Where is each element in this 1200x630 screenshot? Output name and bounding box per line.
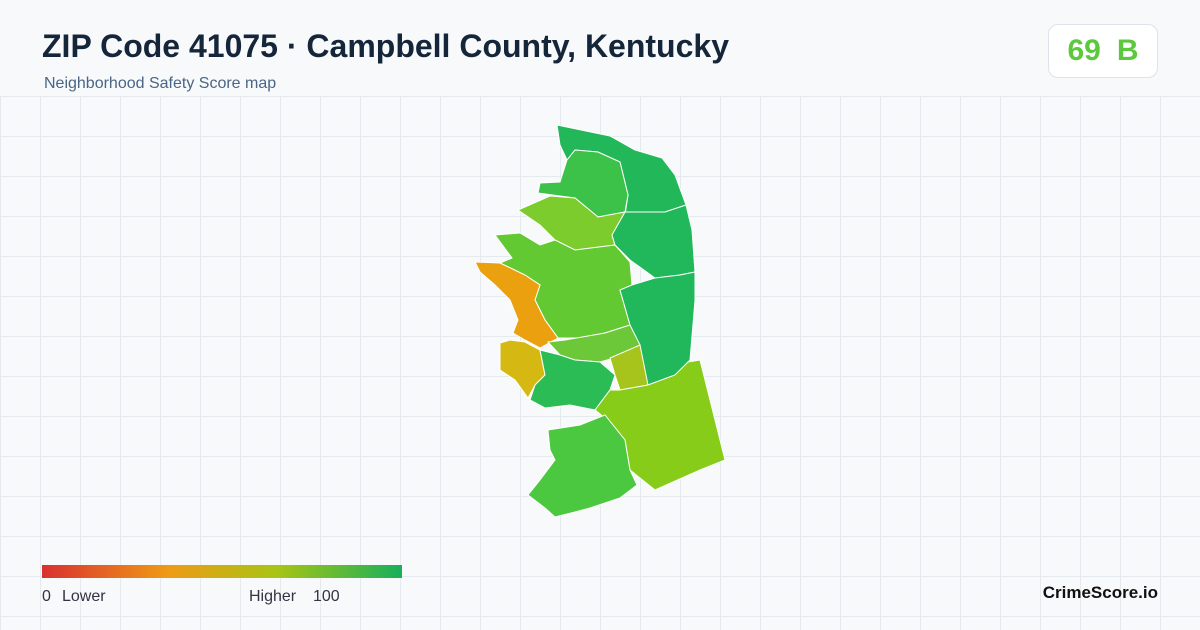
legend-max: 100 [313, 588, 340, 605]
legend-min: 0 [42, 588, 51, 605]
legend-max-label: Higher [249, 588, 297, 605]
title: ZIP Code 41075 · Campbell County, Kentuc… [42, 28, 729, 64]
score-badge: 69 B [1048, 24, 1158, 78]
score-value: 69 [1067, 34, 1101, 67]
legend-gradient [42, 565, 402, 578]
region [474, 261, 559, 349]
legend-min-label: Lower [62, 588, 106, 605]
score-grade: B [1116, 34, 1139, 67]
region [594, 359, 726, 491]
brand: CrimeScore.io [1042, 583, 1158, 602]
region [527, 414, 638, 518]
subtitle: Neighborhood Safety Score map [44, 75, 277, 92]
